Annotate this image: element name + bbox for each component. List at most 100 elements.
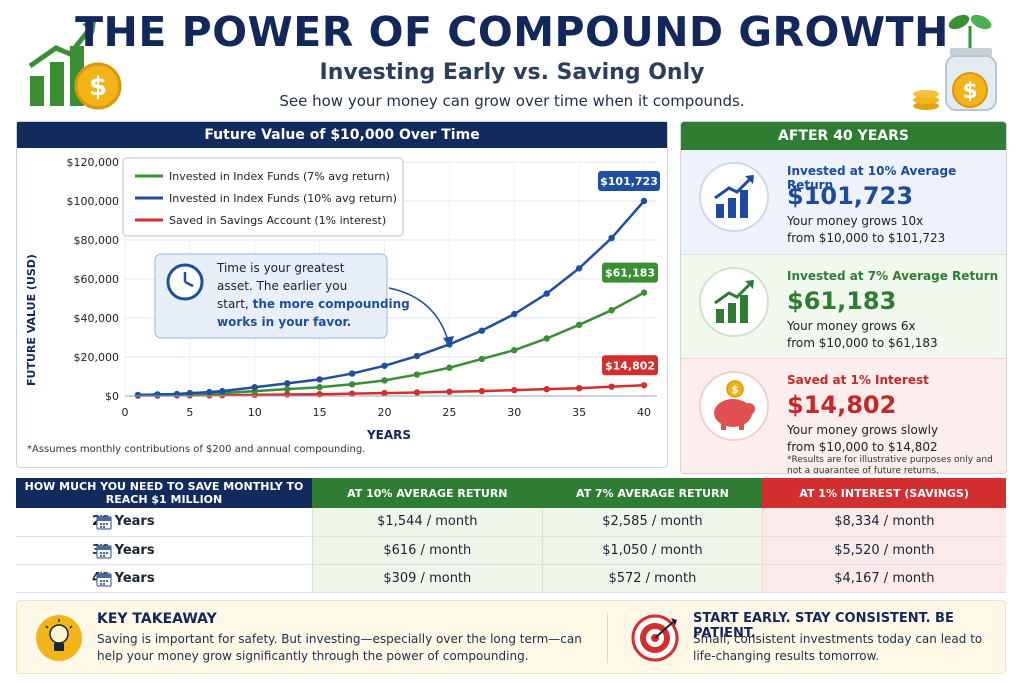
result-value: $101,723 [787,182,914,210]
callout-line-4: works in your favor. [217,315,351,329]
y-tick-label: $40,000 [74,312,120,325]
table-row: 30 Years $616 / month $1,050 / month $5,520… [16,536,1006,565]
series-point [154,391,161,398]
chart-footnote: *Assumes monthly contributions of $200 a… [27,444,366,455]
series-point [316,376,323,383]
x-tick-label: 25 [442,406,456,419]
end-label-1pct: $14,802 [602,355,658,376]
table-cell: $8,334 / month [761,508,1006,537]
series-point [381,362,388,369]
series-point [413,389,421,396]
x-tick-label: 40 [637,406,651,419]
growth-line-chart: $0 $20,000 $40,000 $60,000 $80,000 $100,000 $1… [25,156,660,442]
table-header-left: HOW MUCH YOU NEED TO SAVE MONTHLY TO REA… [16,478,312,508]
result-desc-1: Your money grows 6x [787,319,916,333]
footer-divider [607,613,608,663]
result-desc-1: Your money grows slowly [787,423,939,437]
series-point [186,389,194,397]
result-label: Saved at 1% Interest [787,373,929,387]
growth-bars-coin-icon: $ [28,20,122,110]
table-cell: $5,520 / month [761,536,1006,565]
motto-title: START EARLY. STAY CONSISTENT. BE PATIENT… [693,611,954,641]
table-cell: $2,585 / month [542,508,763,537]
results-disclaimer: *Results are for illustrative purposes o… [787,455,993,474]
series-point [446,388,453,395]
time-callout: Time is your greatest asset. The earlier… [154,253,454,348]
page-subtitle: Investing Early vs. Saving Only [319,60,705,85]
result-label: Invested at 10% Average Return [787,164,957,192]
legend-label-10pct: Invested in Index Funds (10% avg return) [169,192,397,205]
table-cell: $4,167 / month [761,564,1006,593]
svg-text:$: $ [962,79,977,104]
y-tick-label: $0 [105,390,119,403]
series-point [134,391,142,399]
x-tick-label: 10 [248,406,262,419]
table-cell: $1,050 / month [542,536,763,565]
series-point [640,289,648,296]
monthly-savings-table: HOW MUCH YOU NEED TO SAVE MONTHLY TO REA… [16,478,1006,593]
legend-label-1pct: Saved in Savings Account (1% interest) [169,214,386,227]
result-desc-1: Your money grows 10x [787,214,924,228]
y-axis-label: FUTURE VALUE (USD) [25,254,38,386]
svg-text:$: $ [732,385,739,396]
series-point [251,384,258,391]
series-point [283,385,291,393]
lightbulb-icon [36,615,82,661]
series-point [316,384,323,391]
svg-text:$101,723: $101,723 [600,175,658,188]
page-title: THE POWER OF COMPOUND GROWTH [75,8,949,56]
callout-line-2: asset. The earlier you [217,279,347,293]
series-point [478,387,486,395]
page-description: See how your money can grow over time wh… [279,92,745,110]
table-header-10pct: AT 10% AVERAGE RETURN [312,478,543,508]
series-point [511,346,518,354]
result-desc-2: from $10,000 to $101,723 [787,231,946,245]
chart-legend: Invested in Index Funds (7% avg return) … [122,157,404,237]
calendar-icon [96,543,112,559]
plant-jar-coins-icon: $ [913,14,997,111]
piggy-bank-icon: $ [699,371,769,441]
svg-text:$: $ [89,72,107,102]
end-label-10pct: $101,723 [598,171,660,191]
row-label: 40 Years [16,564,312,593]
callout-line-3: start, the more compounding [217,297,410,311]
clock-icon [166,263,204,301]
calendar-icon [96,571,112,587]
result-card-10pct: Invested at 10% Average Return $101,723 … [681,150,1006,254]
motto-text: Small, consistent investments today can … [693,632,983,663]
after-panel-title: AFTER 40 YEARS [681,122,1006,150]
chart-title: Future Value of $10,000 Over Time [17,122,667,148]
series-point [575,321,583,329]
series-point [478,327,486,334]
table-row: 20 Years $1,544 / month $2,585 / month $8,3… [16,508,1006,537]
x-tick-label: 20 [378,406,392,419]
x-tick-label: 0 [122,406,129,419]
result-value: $14,802 [787,391,897,419]
callout-arrow [388,287,450,345]
table-cell: $1,544 / month [311,508,543,537]
series-point [543,290,550,297]
y-tick-label: $60,000 [74,273,120,286]
series-point [446,364,453,371]
series-point [640,382,648,389]
end-label-7pct: $61,183 [602,262,658,283]
x-axis-label: YEARS [366,428,411,442]
series-point [608,307,615,314]
result-label: Invested at 7% Average Return [787,269,999,283]
series-point [381,377,388,384]
series-point [219,387,226,395]
series-point [608,383,615,390]
svg-text:$61,183: $61,183 [605,267,655,280]
result-desc-2: from $10,000 to $14,802 [787,440,938,454]
table-cell: $309 / month [311,564,543,593]
result-card-7pct: Invested at 7% Average Return $61,183 Yo… [681,254,1006,358]
target-icon [631,614,679,662]
legend-label-7pct: Invested in Index Funds (7% avg return) [169,170,390,183]
svg-text:$14,802: $14,802 [605,359,655,372]
x-tick-label: 30 [507,406,521,419]
series-point [348,370,356,377]
series-point [608,234,615,242]
table-header-7pct: AT 7% AVERAGE RETURN [542,478,763,508]
series-point [543,385,550,393]
after-40-years-panel: AFTER 40 YEARS Invested at 10% Average R… [680,121,1007,474]
